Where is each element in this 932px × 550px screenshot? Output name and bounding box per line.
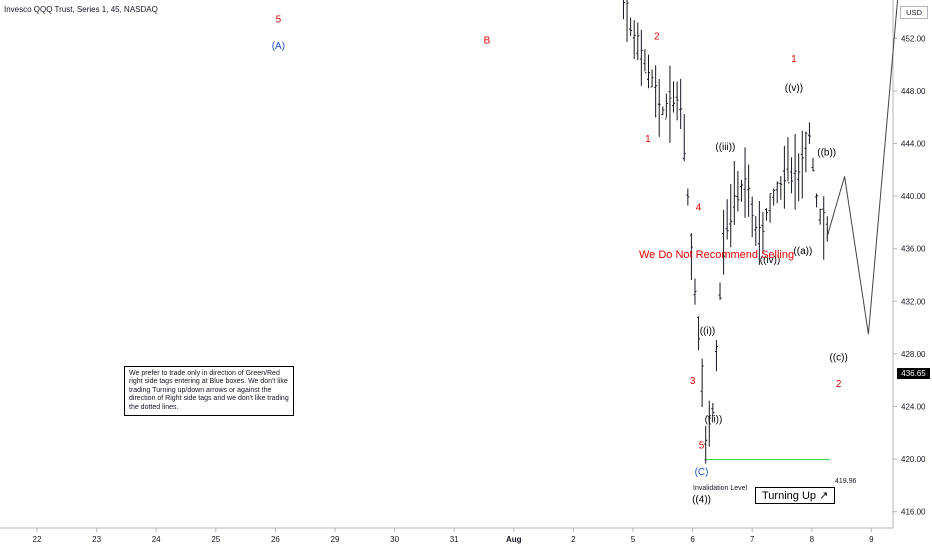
trading-note: We prefer to trade only in direction of … (124, 366, 294, 417)
y-tick-label: 416.00 (901, 508, 926, 517)
wave-label: 2 (836, 379, 842, 390)
y-tick-label: 444.00 (901, 140, 926, 149)
wave-label: (C) (695, 467, 709, 478)
projection-path (826, 0, 899, 335)
y-tick-label: 428.00 (901, 350, 926, 359)
wave-label: ((b)) (817, 147, 836, 158)
x-tick-label: 22 (33, 535, 42, 544)
x-tick-label: 23 (92, 535, 101, 544)
x-tick-label: 7 (750, 535, 755, 544)
wave-label: ((ii)) (705, 414, 723, 425)
x-tick-label: 29 (331, 535, 340, 544)
y-tick-label: 452.00 (901, 34, 926, 43)
wave-label: ((c)) (829, 352, 847, 363)
wave-label: ((iv)) (760, 255, 781, 266)
x-tick-label: 9 (869, 535, 874, 544)
y-tick-label: 448.00 (901, 87, 926, 96)
x-tick-label: Aug (506, 535, 522, 544)
wave-label: 5 (276, 15, 282, 26)
y-tick-label: 440.00 (901, 192, 926, 201)
wave-label: 1 (645, 134, 651, 145)
wave-label: (A) (272, 41, 285, 52)
x-tick-label: 5 (631, 535, 636, 544)
wave-label: ((i)) (700, 326, 716, 337)
wave-label: ((4)) (692, 494, 711, 505)
wave-label: 2 (654, 32, 660, 43)
currency-badge[interactable]: USD (900, 6, 928, 19)
invalidation-label: Invalidation Level (693, 485, 748, 492)
wave-label: 5 (699, 441, 705, 452)
x-tick-label: 31 (450, 535, 459, 544)
x-tick-label: 26 (271, 535, 280, 544)
x-tick-label: 6 (690, 535, 695, 544)
wave-label: B (484, 36, 491, 47)
wave-label: ((iii)) (715, 142, 735, 153)
chart-title: Invesco QQQ Trust, Series 1, 45, NASDAQ (4, 5, 158, 14)
wave-label: 4 (696, 203, 702, 214)
x-tick-label: 2 (571, 535, 576, 544)
wave-label: ((v)) (785, 83, 803, 94)
last-price-tag: 436.65 (897, 368, 930, 379)
x-tick-label: 8 (810, 535, 815, 544)
y-tick-label: 432.00 (901, 297, 926, 306)
wave-label: ((a)) (793, 246, 812, 257)
y-tick-label: 436.00 (901, 245, 926, 254)
turning-up-box: Turning Up ↗ (755, 487, 836, 504)
x-tick-label: 25 (211, 535, 220, 544)
x-tick-label: 30 (390, 535, 399, 544)
invalidation-value: 419.96 (835, 478, 857, 485)
wave-label: 1 (791, 54, 797, 65)
wave-label: 3 (690, 376, 696, 387)
x-tick-label: 24 (152, 535, 161, 544)
y-tick-label: 420.00 (901, 455, 926, 464)
warning-text: We Do Not Recommend Selling (639, 249, 795, 261)
y-tick-label: 424.00 (901, 403, 926, 412)
